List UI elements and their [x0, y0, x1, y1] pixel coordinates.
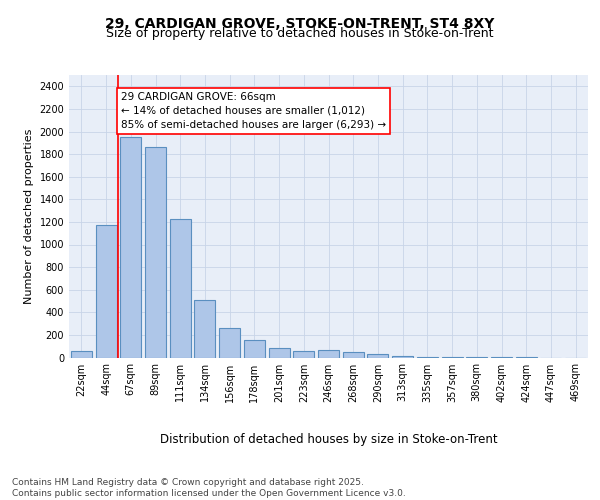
Bar — [269, 348, 290, 358]
Bar — [95, 226, 116, 358]
Bar — [417, 357, 438, 358]
Bar — [318, 350, 339, 358]
Bar — [170, 218, 191, 358]
Text: 29, CARDIGAN GROVE, STOKE-ON-TRENT, ST4 8XY: 29, CARDIGAN GROVE, STOKE-ON-TRENT, ST4 … — [106, 18, 494, 32]
Bar — [120, 137, 141, 358]
Text: Contains HM Land Registry data © Crown copyright and database right 2025.
Contai: Contains HM Land Registry data © Crown c… — [12, 478, 406, 498]
Y-axis label: Number of detached properties: Number of detached properties — [24, 128, 34, 304]
Bar — [71, 352, 92, 358]
Bar — [145, 148, 166, 358]
Bar — [244, 340, 265, 357]
Text: Size of property relative to detached houses in Stoke-on-Trent: Size of property relative to detached ho… — [106, 28, 494, 40]
Text: Distribution of detached houses by size in Stoke-on-Trent: Distribution of detached houses by size … — [160, 432, 497, 446]
Bar — [219, 328, 240, 358]
Bar — [293, 352, 314, 358]
Bar — [343, 352, 364, 358]
Text: 29 CARDIGAN GROVE: 66sqm
← 14% of detached houses are smaller (1,012)
85% of sem: 29 CARDIGAN GROVE: 66sqm ← 14% of detach… — [121, 92, 386, 130]
Bar — [392, 356, 413, 358]
Bar — [367, 354, 388, 358]
Bar — [194, 300, 215, 358]
